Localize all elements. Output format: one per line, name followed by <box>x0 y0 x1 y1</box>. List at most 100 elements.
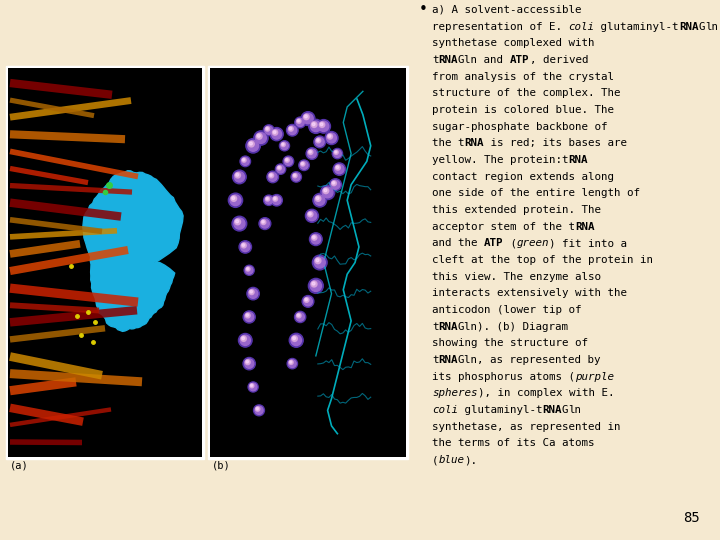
Circle shape <box>291 172 302 182</box>
Circle shape <box>310 233 323 246</box>
Circle shape <box>293 337 295 340</box>
Text: (b): (b) <box>212 461 230 471</box>
Circle shape <box>305 115 307 118</box>
Text: ln, as represented by: ln, as represented by <box>464 355 601 365</box>
Text: ln). (b) Diagram: ln). (b) Diagram <box>464 322 569 332</box>
Circle shape <box>228 193 243 207</box>
Circle shape <box>312 255 327 270</box>
Text: cleft at the top of the protein in: cleft at the top of the protein in <box>432 255 653 265</box>
Circle shape <box>314 257 325 268</box>
Circle shape <box>232 197 235 200</box>
Circle shape <box>279 141 289 151</box>
Circle shape <box>312 236 315 239</box>
Circle shape <box>311 122 317 127</box>
Circle shape <box>254 131 268 145</box>
Text: glutaminyl-t: glutaminyl-t <box>458 405 542 415</box>
Text: ln: ln <box>569 405 582 415</box>
Text: RNA: RNA <box>438 322 458 332</box>
Circle shape <box>245 313 253 321</box>
Circle shape <box>242 158 246 162</box>
Circle shape <box>284 157 292 165</box>
Circle shape <box>327 133 336 143</box>
Text: t: t <box>432 55 438 65</box>
Circle shape <box>282 143 285 146</box>
Circle shape <box>236 173 239 176</box>
Text: representation of E.: representation of E. <box>432 22 569 32</box>
Circle shape <box>331 180 340 189</box>
Text: interacts extensively with the: interacts extensively with the <box>432 288 627 299</box>
Circle shape <box>291 335 302 346</box>
Text: glutaminyl-t: glutaminyl-t <box>595 22 679 32</box>
Circle shape <box>240 335 251 346</box>
Circle shape <box>305 298 309 302</box>
Circle shape <box>269 173 277 181</box>
Circle shape <box>323 188 329 194</box>
Circle shape <box>302 295 314 307</box>
Text: ATP: ATP <box>510 55 529 65</box>
Circle shape <box>288 126 297 134</box>
Circle shape <box>294 117 305 128</box>
Circle shape <box>264 195 274 205</box>
Text: ln: ln <box>705 22 718 32</box>
Text: synthetase complexed with: synthetase complexed with <box>432 38 595 49</box>
Text: G: G <box>458 55 464 65</box>
Circle shape <box>266 127 269 130</box>
Text: the terms of its Ca atoms: the terms of its Ca atoms <box>432 438 595 448</box>
Circle shape <box>289 127 292 130</box>
Circle shape <box>230 195 240 206</box>
Text: spheres: spheres <box>432 388 477 399</box>
Circle shape <box>235 219 240 225</box>
Circle shape <box>278 166 280 168</box>
Circle shape <box>241 243 246 248</box>
Circle shape <box>310 280 321 292</box>
Circle shape <box>277 166 282 170</box>
Circle shape <box>336 165 341 170</box>
Text: •: • <box>418 2 428 17</box>
Circle shape <box>274 131 276 133</box>
Text: ) fit into a: ) fit into a <box>549 238 627 248</box>
Circle shape <box>335 165 344 174</box>
Circle shape <box>246 360 250 365</box>
Text: blue: blue <box>438 455 464 465</box>
Circle shape <box>308 279 323 293</box>
Circle shape <box>305 210 318 222</box>
Circle shape <box>308 150 313 154</box>
Text: t: t <box>432 355 438 365</box>
Circle shape <box>242 337 245 340</box>
Circle shape <box>307 212 313 217</box>
Circle shape <box>330 179 341 191</box>
Circle shape <box>248 140 258 151</box>
Circle shape <box>261 219 269 228</box>
Circle shape <box>240 156 251 167</box>
Circle shape <box>323 187 333 198</box>
Circle shape <box>233 170 246 184</box>
Circle shape <box>245 359 254 368</box>
Text: coli: coli <box>569 22 595 32</box>
Circle shape <box>232 216 247 231</box>
Circle shape <box>249 383 257 391</box>
Circle shape <box>302 163 304 165</box>
Circle shape <box>299 160 310 171</box>
Circle shape <box>247 268 248 270</box>
Circle shape <box>304 297 312 306</box>
Circle shape <box>251 384 253 387</box>
Text: ATP: ATP <box>484 238 503 248</box>
Circle shape <box>318 122 329 131</box>
Circle shape <box>314 136 325 148</box>
Circle shape <box>307 211 317 221</box>
Circle shape <box>271 129 282 139</box>
Circle shape <box>240 242 250 252</box>
Circle shape <box>248 289 258 298</box>
Circle shape <box>292 336 297 341</box>
Circle shape <box>241 157 249 165</box>
Circle shape <box>244 265 254 275</box>
Circle shape <box>289 360 293 364</box>
Circle shape <box>266 198 269 200</box>
Circle shape <box>334 150 338 154</box>
Circle shape <box>248 141 254 147</box>
Circle shape <box>270 174 272 177</box>
Text: ), in complex with E.: ), in complex with E. <box>477 388 614 399</box>
Circle shape <box>262 221 264 223</box>
Text: showing the structure of: showing the structure of <box>432 339 588 348</box>
Text: synthetase, as represented in: synthetase, as represented in <box>432 422 621 432</box>
